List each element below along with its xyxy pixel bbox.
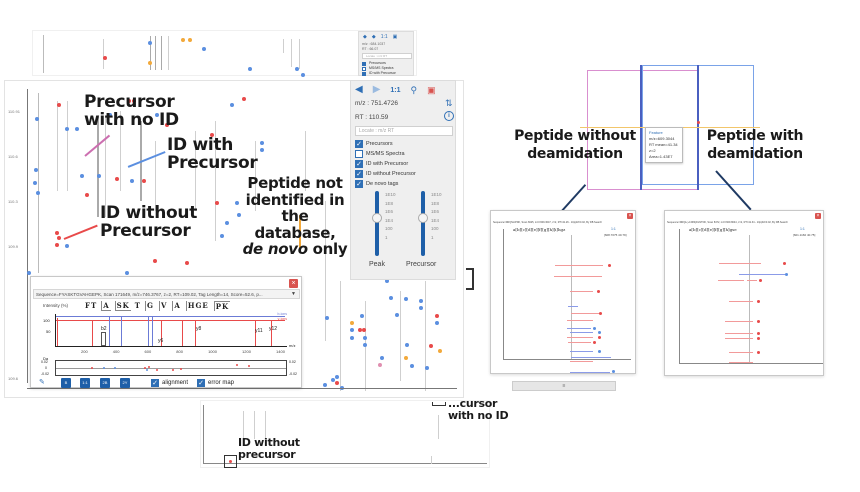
annotation-de-novo: Peptide not identified in the database, … bbox=[242, 174, 348, 258]
top-rt-label: RT : 66.07 bbox=[362, 47, 379, 51]
checkbox-error-map[interactable]: ✓ error map bbox=[197, 379, 235, 387]
split-bracket-icon bbox=[466, 268, 474, 290]
precursor-slider-ticks: 1E10 1E8 1E6 1E4 100 1 bbox=[431, 192, 442, 240]
toolbar-button-b[interactable]: B bbox=[61, 378, 71, 388]
xic-left-peptide-tag: a[b][c][d][e][f][g][h][i]hgz bbox=[513, 227, 566, 232]
scroll-handle-button[interactable]: ≡ bbox=[512, 381, 616, 391]
back-arrow-icon[interactable]: ◆ bbox=[363, 34, 367, 40]
bottom-precursor-bracket bbox=[432, 402, 446, 406]
sort-icon[interactable]: ⇅ bbox=[445, 98, 453, 108]
bottom-id-without-precursor-box bbox=[224, 455, 237, 468]
sequence-dropdown[interactable]: Sequence=FYASKTGVAHGEPK, Scan 171649, m/… bbox=[33, 289, 300, 299]
wrench-icon[interactable]: ✎ bbox=[39, 379, 45, 386]
top-mz-label: m/z : 684.1037 bbox=[362, 42, 386, 46]
top-checkbox-precursors[interactable]: Precursors bbox=[362, 61, 396, 66]
peptide-tag: FT A SK T G V A HGE PK bbox=[85, 301, 231, 311]
checkbox-id-with-precursor[interactable]: ✓ ID with Precursor bbox=[355, 160, 409, 168]
xic-right-peptide-tag: a[b][c][d][e][f][g][h]gse bbox=[689, 227, 737, 232]
xic-right-close-button[interactable]: × bbox=[815, 213, 821, 219]
top-overview-strip bbox=[32, 30, 417, 77]
peak-slider-knob[interactable] bbox=[372, 213, 382, 223]
xic-left-close-button[interactable]: × bbox=[627, 213, 633, 219]
checkbox-precursors[interactable]: ✓ Precursors bbox=[355, 140, 393, 148]
heatmap-icon[interactable]: ▣ bbox=[427, 85, 436, 95]
error-map-plot[interactable] bbox=[55, 360, 287, 376]
spectrum-window: × Sequence=FYASKTGVAHGEPK, Scan 171649, … bbox=[30, 276, 302, 388]
annotation-id-without-precursor: ID without Precursor bbox=[100, 203, 198, 241]
toolbar-button-zoom[interactable]: 1:1 bbox=[80, 378, 90, 388]
feature-tooltip: Feature m/z=609.3044 RT mean=41.34 z=2 A… bbox=[645, 127, 683, 163]
peak-slider[interactable] bbox=[375, 191, 379, 256]
peak-label: Peak bbox=[369, 261, 385, 268]
toolbar-button-2y[interactable]: 2Y bbox=[120, 378, 130, 388]
rt-readout: RT : 110.59 bbox=[355, 114, 389, 121]
spectrum-x-axis-ticks: 200 400 600 800 1000 1200 1400 bbox=[81, 349, 285, 354]
chart-person-icon[interactable]: ⚲ bbox=[410, 85, 418, 95]
annotation-id-with-precursor: ID with Precursor bbox=[167, 135, 258, 173]
intensity-label: Intensity (%) bbox=[43, 303, 69, 308]
locate-input[interactable]: Locate : m/z RT bbox=[355, 126, 453, 136]
forward-arrow-icon[interactable]: ◆ bbox=[371, 34, 376, 40]
back-arrow-icon[interactable]: ◀ bbox=[355, 84, 363, 95]
info-icon[interactable]: i bbox=[444, 111, 454, 121]
top-control-panel: ◆ ◆ 1:1 ▣ m/z : 684.1037 RT : 66.07 Loca… bbox=[358, 31, 414, 76]
xic-window-with-deamidation: × Sequence=DRQL(+0.984)DLNTDK, Scan 8472… bbox=[664, 210, 824, 376]
y-axis bbox=[27, 89, 28, 383]
main-control-panel: ◀ ▶ 1:1 ⚲ ▣ m/z : 751.4726 ⇅ RT : 110.59… bbox=[350, 80, 456, 280]
lcms-map-zoomed-bottom[interactable] bbox=[200, 400, 490, 468]
precursor-slider[interactable] bbox=[421, 191, 425, 256]
xic-window-without-deamidation: × Sequence=DRQSLIPDK, Scan 6625, m/z=609… bbox=[490, 210, 636, 374]
mz-readout: m/z : 751.4726 bbox=[355, 100, 398, 107]
chart-icon[interactable]: ▣ bbox=[392, 34, 398, 40]
ms2-spectrum-plot[interactable]: b-ions y-ions b2 y6 y8 y11 y12 100 50 m/… bbox=[43, 312, 296, 348]
toolbar-button-2b[interactable]: 2B bbox=[100, 378, 110, 388]
x-axis bbox=[27, 388, 457, 389]
annotation-precursor-no-id: Precursor with no ID bbox=[84, 92, 179, 130]
precursor-slider-knob[interactable] bbox=[418, 213, 428, 223]
checkbox-msms-spectra[interactable]: MS/MS Spectra bbox=[355, 149, 416, 159]
annotation-bottom-precursor-no-id: ...cursor with no ID bbox=[448, 397, 509, 422]
checkbox-alignment[interactable]: ✓ alignment bbox=[151, 379, 189, 387]
top-checkbox-msms[interactable]: MS/MS Spectra bbox=[362, 66, 396, 71]
dropdown-arrow-icon: ▼ bbox=[291, 291, 296, 297]
de-novo-tag-marker bbox=[299, 215, 301, 251]
checkbox-de-novo-tags[interactable]: ✓ De novo tags bbox=[355, 180, 399, 188]
forward-arrow-icon[interactable]: ▶ bbox=[372, 84, 381, 95]
spectrum-close-button[interactable]: × bbox=[289, 279, 298, 288]
top-locate-input[interactable]: Locate : m/z RT bbox=[362, 53, 412, 59]
zoom-reset-button[interactable]: 1:1 bbox=[390, 86, 401, 94]
annotation-peptide-without-deamidation: Peptide without deamidation bbox=[514, 128, 636, 162]
peak-slider-ticks: 1E10 1E8 1E6 1E4 100 1 bbox=[385, 192, 396, 240]
annotation-peptide-with-deamidation: Peptide with deamidation bbox=[706, 128, 804, 162]
top-checkbox-id-with-precursor[interactable]: ID with Precursor bbox=[362, 71, 396, 76]
annotation-bottom-id-without-precursor: ID without precursor bbox=[238, 436, 300, 461]
precursor-label: Precursor bbox=[406, 261, 437, 268]
zoom-reset-icon[interactable]: 1:1 bbox=[380, 34, 388, 40]
checkbox-id-without-precursor[interactable]: ✓ ID without Precursor bbox=[355, 170, 416, 178]
